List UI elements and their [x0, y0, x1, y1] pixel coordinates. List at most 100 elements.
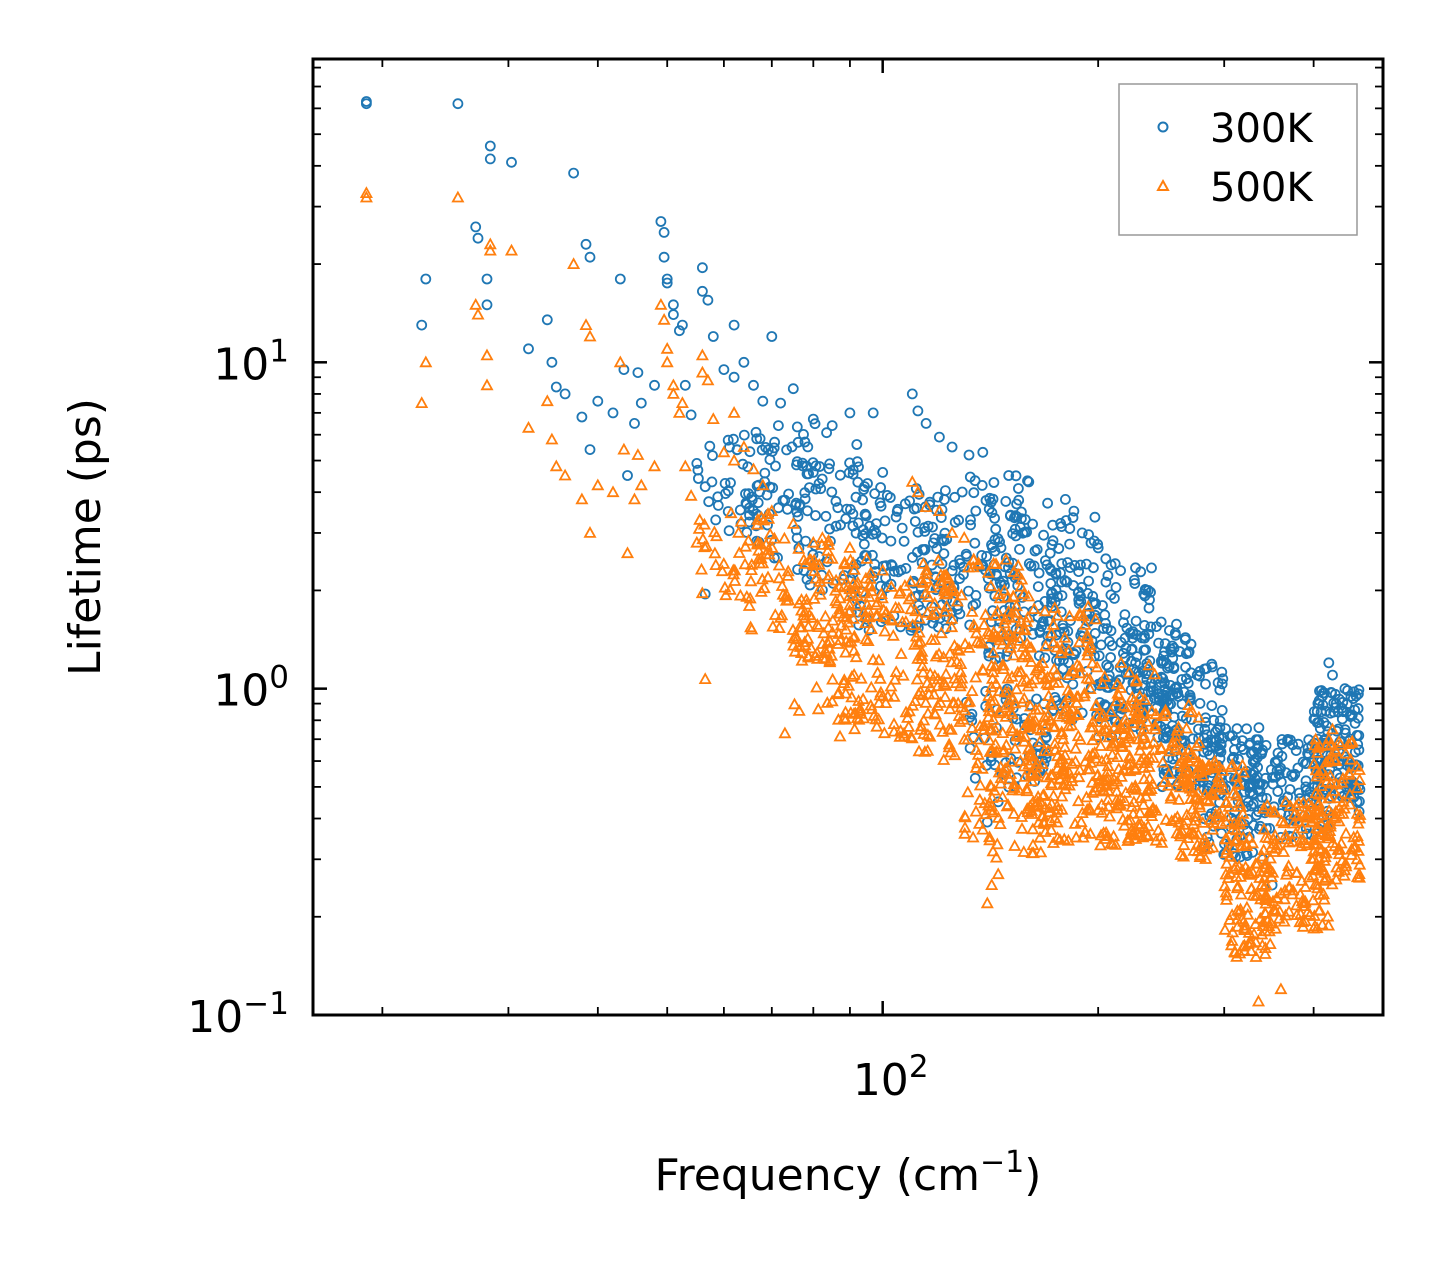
data-point-500k	[583, 526, 597, 538]
data-point-300k	[1229, 744, 1240, 756]
data-point-500k	[1047, 662, 1061, 675]
data-point-500k	[1267, 832, 1281, 845]
x-tick-label: 102	[853, 1049, 929, 1106]
data-point-500k	[1350, 852, 1364, 865]
data-point-500k	[591, 478, 605, 491]
data-point-500k	[976, 822, 990, 835]
data-point-300k	[938, 548, 950, 559]
data-point-500k	[864, 680, 878, 693]
data-point-500k	[1009, 599, 1023, 612]
data-point-500k	[694, 562, 709, 575]
data-point-500k	[504, 243, 519, 256]
data-point-300k	[989, 534, 1001, 546]
data-point-500k	[957, 530, 971, 543]
data-point-500k	[1177, 838, 1191, 851]
data-point-500k	[1159, 703, 1173, 716]
data-point-300k	[1088, 562, 1099, 574]
data-point-500k	[1076, 609, 1090, 622]
data-point-500k	[1046, 836, 1060, 848]
data-point-500k	[1121, 831, 1135, 843]
data-point-500k	[1206, 822, 1220, 835]
data-point-300k	[1042, 497, 1053, 509]
data-point-300k	[965, 514, 976, 526]
data-point-500k	[1157, 775, 1171, 787]
data-point-500k	[931, 699, 945, 711]
data-point-500k	[727, 406, 741, 418]
data-point-500k	[958, 820, 972, 833]
data-point-300k	[506, 156, 517, 168]
data-point-500k	[1125, 800, 1139, 812]
data-point-500k	[1307, 833, 1321, 845]
data-point-500k	[1126, 716, 1140, 729]
data-point-300k	[1067, 512, 1079, 523]
data-point-300k	[912, 405, 924, 417]
data-point-500k	[996, 745, 1010, 758]
data-point-500k	[1314, 825, 1329, 837]
data-point-300k	[658, 226, 670, 238]
data-point-500k	[1307, 844, 1321, 857]
data-point-300k	[452, 98, 464, 110]
data-point-300k	[1276, 738, 1288, 750]
data-point-500k	[1111, 750, 1125, 762]
data-point-500k	[480, 378, 494, 391]
data-point-500k	[982, 689, 996, 701]
data-point-500k	[647, 459, 662, 472]
data-point-500k	[1136, 797, 1151, 810]
data-point-500k	[1274, 814, 1289, 827]
data-point-500k	[912, 687, 926, 699]
data-point-500k	[766, 619, 780, 632]
data-point-300k	[886, 560, 898, 572]
data-point-300k	[1224, 772, 1236, 784]
data-point-500k	[921, 728, 935, 740]
data-point-500k	[1240, 839, 1254, 851]
data-point-300k	[1041, 731, 1052, 743]
data-point-500k	[981, 565, 995, 578]
data-point-500k	[1061, 719, 1076, 732]
data-point-300k	[1171, 688, 1183, 700]
data-point-500k	[1229, 769, 1244, 782]
data-point-500k	[1259, 889, 1273, 902]
data-point-500k	[1283, 799, 1297, 811]
data-point-500k	[660, 355, 674, 368]
data-point-300k	[707, 450, 718, 462]
data-point-500k	[1246, 888, 1260, 901]
data-point-500k	[947, 638, 962, 651]
data-point-500k	[1017, 759, 1031, 772]
data-point-300k	[546, 356, 558, 368]
data-point-300k	[1025, 560, 1037, 572]
data-point-300k	[1135, 566, 1147, 578]
data-point-500k	[945, 620, 959, 633]
data-point-500k	[1078, 754, 1092, 767]
data-point-500k	[851, 575, 865, 588]
data-point-500k	[1095, 754, 1109, 767]
data-point-500k	[579, 318, 593, 331]
data-point-500k	[415, 396, 429, 409]
data-point-500k	[1065, 702, 1079, 715]
data-point-300k	[948, 559, 960, 571]
data-point-500k	[732, 546, 746, 558]
data-point-500k	[1307, 909, 1321, 921]
data-point-500k	[1263, 937, 1277, 949]
data-point-300k	[738, 356, 750, 368]
data-point-500k	[1164, 789, 1178, 802]
data-point-300k	[1308, 713, 1320, 725]
data-point-500k	[1026, 794, 1040, 807]
data-point-500k	[1257, 801, 1271, 814]
data-point-500k	[961, 695, 975, 708]
y-tick-label: 100	[213, 660, 289, 717]
data-point-500k	[847, 667, 861, 680]
data-point-500k	[1255, 849, 1269, 862]
data-point-300k	[622, 470, 633, 481]
data-point-300k	[550, 381, 562, 393]
data-point-500k	[818, 651, 833, 664]
data-point-500k	[1308, 738, 1322, 751]
data-point-500k	[1084, 720, 1098, 733]
data-point-500k	[983, 745, 997, 757]
data-point-300k	[1159, 646, 1170, 657]
data-point-500k	[1095, 779, 1109, 792]
data-point-500k	[1301, 796, 1316, 809]
data-point-500k	[698, 672, 712, 684]
data-point-500k	[1257, 880, 1271, 892]
data-point-500k	[990, 604, 1005, 617]
data-point-500k	[984, 579, 998, 592]
